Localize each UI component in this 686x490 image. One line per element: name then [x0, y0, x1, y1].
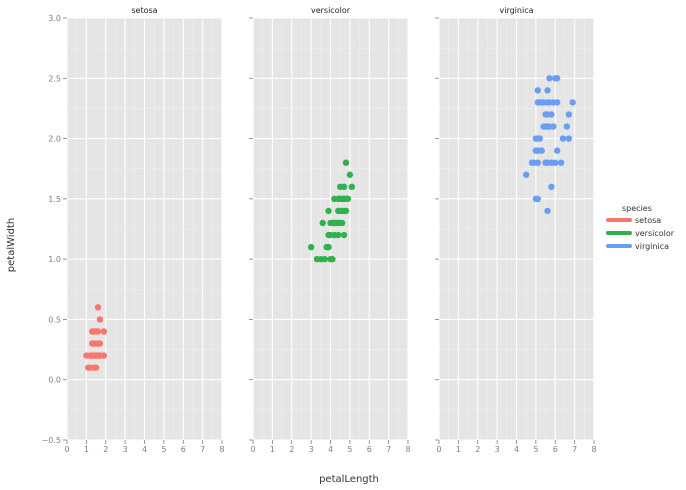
data-point-virginica — [538, 147, 545, 154]
facet-panel-setosa: setosa 0 1 2 3 4 5 6 7 8 −0.5 0.0 0.5 1.0 1.5 2.0 2.5 3.0 — [42, 6, 225, 454]
x-tick-label: 7 — [200, 445, 205, 454]
x-tick-label: 6 — [367, 445, 372, 454]
x-tick-label: 8 — [219, 445, 224, 454]
y-tick-label: 2.0 — [48, 135, 61, 144]
data-point-versicolor — [342, 159, 350, 166]
x-tick-label: 2 — [103, 445, 108, 454]
data-point-virginica — [565, 135, 573, 142]
data-point-virginica — [544, 207, 551, 215]
y-tick-label: 0.0 — [48, 376, 61, 385]
x-tick-label: 1 — [270, 445, 275, 454]
data-point-versicolor — [307, 243, 315, 251]
data-point-virginica — [534, 87, 542, 94]
data-point-virginica — [522, 171, 530, 178]
x-tick-label: 7 — [386, 445, 391, 454]
data-point-virginica — [559, 135, 567, 142]
x-tick-label: 5 — [161, 445, 166, 454]
data-point-versicolor — [342, 207, 350, 215]
data-point-virginica — [553, 99, 561, 106]
data-point-virginica — [550, 123, 557, 130]
x-tick-label: 4 — [328, 445, 333, 454]
data-point-setosa — [96, 352, 104, 359]
data-point-versicolor — [319, 219, 326, 227]
facet-title: setosa — [131, 6, 157, 15]
x-tick-label: 1 — [456, 445, 461, 454]
data-point-versicolor — [325, 207, 332, 215]
legend-label-versicolor: versicolor — [635, 229, 675, 238]
data-point-setosa — [94, 304, 102, 311]
data-point-setosa — [92, 364, 100, 371]
legend-label-setosa: setosa — [635, 216, 661, 225]
y-axis-title: petalWidth — [6, 218, 17, 272]
x-tick-label: 8 — [591, 445, 596, 454]
data-point-setosa — [90, 328, 98, 335]
legend-title: species — [622, 204, 652, 213]
data-point-virginica — [534, 159, 542, 166]
data-point-versicolor — [342, 195, 350, 203]
y-tick-label: −0.5 — [42, 436, 61, 445]
data-point-versicolor — [346, 171, 354, 178]
x-tick-label: 2 — [475, 445, 480, 454]
data-point-versicolor — [340, 183, 348, 190]
data-point-setosa — [96, 316, 104, 323]
data-point-versicolor — [338, 219, 346, 227]
y-tick-label: 1.0 — [48, 255, 61, 264]
x-tick-label: 4 — [514, 445, 519, 454]
facet-panel-versicolor: versicolor 0 1 2 3 4 5 6 7 8 — [249, 6, 411, 454]
x-axis-title: petalLength — [319, 474, 379, 485]
data-point-virginica — [563, 123, 571, 130]
x-tick-label: 0 — [436, 445, 441, 454]
data-point-versicolor — [329, 255, 336, 263]
data-point-setosa — [94, 340, 102, 347]
data-point-virginica — [553, 147, 561, 154]
y-tick-label: 1.5 — [48, 195, 61, 204]
facet-panel-virginica: virginica 0 1 2 3 4 5 6 7 8 — [435, 6, 597, 454]
x-tick-label: 6 — [181, 445, 186, 454]
data-point-virginica — [546, 75, 553, 82]
data-point-versicolor — [325, 243, 332, 251]
data-point-versicolor — [348, 183, 356, 190]
data-point-versicolor — [335, 195, 342, 203]
x-tick-label: 5 — [533, 445, 538, 454]
x-tick-label: 3 — [309, 445, 314, 454]
x-tick-label: 3 — [123, 445, 128, 454]
x-tick-label: 8 — [405, 445, 410, 454]
data-point-versicolor — [336, 207, 344, 215]
data-point-virginica — [569, 99, 576, 106]
facet-title: virginica — [500, 6, 534, 15]
data-point-setosa — [100, 328, 108, 335]
x-tick-label: 4 — [142, 445, 147, 454]
x-tick-label: 0 — [250, 445, 255, 454]
data-point-virginica — [552, 159, 559, 166]
x-tick-label: 7 — [572, 445, 577, 454]
x-tick-label: 3 — [495, 445, 500, 454]
legend: species setosa versicolor virginica — [606, 204, 675, 251]
y-tick-label: 3.0 — [48, 14, 61, 23]
data-point-virginica — [557, 159, 565, 166]
facet-title: versicolor — [311, 6, 351, 15]
facet-panels: setosa 0 1 2 3 4 5 6 7 8 −0.5 0.0 0.5 1.0 1.5 2.0 2.5 3.0… — [42, 6, 597, 454]
data-point-virginica — [544, 87, 551, 94]
data-point-virginica — [544, 99, 551, 106]
y-tick-label: 0.5 — [48, 315, 61, 324]
x-tick-label: 5 — [347, 445, 352, 454]
x-tick-label: 0 — [64, 445, 69, 454]
data-point-virginica — [553, 75, 561, 82]
data-point-virginica — [534, 195, 542, 203]
x-tick-label: 2 — [289, 445, 294, 454]
y-tick-label: 2.5 — [48, 74, 61, 83]
data-point-setosa — [87, 364, 94, 371]
legend-label-virginica: virginica — [635, 242, 669, 251]
data-point-versicolor — [321, 255, 328, 263]
x-tick-label: 6 — [553, 445, 558, 454]
x-tick-label: 1 — [84, 445, 89, 454]
data-point-versicolor — [335, 231, 342, 239]
data-point-versicolor — [340, 231, 348, 239]
data-point-virginica — [548, 111, 555, 118]
data-point-virginica — [548, 183, 555, 190]
data-point-virginica — [536, 135, 543, 142]
data-point-virginica — [565, 111, 573, 118]
